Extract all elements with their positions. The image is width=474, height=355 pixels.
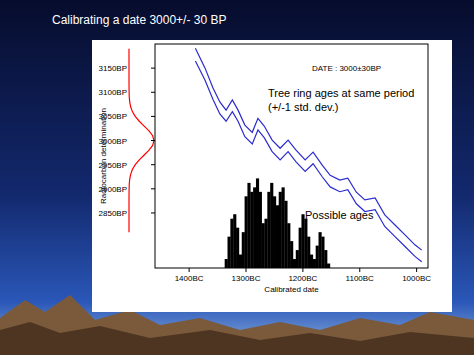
y-tick [151,188,155,189]
probability-bar [253,187,256,268]
probability-bar [262,223,265,268]
x-tick [359,268,360,272]
x-tick-label: 1000BC [402,274,431,283]
probability-bar [245,196,248,268]
probability-bar [259,192,262,268]
x-tick-label: 1300BC [232,274,261,283]
y-tick-label: 3100BP [99,88,127,97]
x-tick-label: 1100BC [346,274,375,283]
y-tick [151,92,155,93]
probability-bar [279,192,282,268]
probability-bar [264,219,267,268]
probability-bar [228,237,231,268]
slide: Calibrating a date 3000+/- 30 BP 3150BP 31… [0,0,474,355]
chart-panel [92,40,452,312]
probability-bar [247,183,250,268]
probability-bar [307,237,310,268]
probability-bar [276,205,279,268]
y-axis-label: Radiocarbon determination [99,108,108,204]
x-tick [302,268,303,272]
plot-frame [155,44,428,268]
probability-bar [324,250,327,268]
probability-bar [250,192,253,268]
measurement-distribution [129,49,154,232]
probability-bar [296,250,299,268]
y-tick-label: 3150BP [99,64,127,73]
x-tick [416,268,417,272]
probability-bar [321,237,324,268]
probability-bar [284,201,287,268]
probability-bar [233,214,236,268]
probability-bar [267,192,270,268]
y-tick-label: 2850BP [99,209,127,218]
x-tick-label: 1200BC [288,274,317,283]
mountains-front [0,322,474,355]
title: Calibrating a date 3000+/- 30 BP [52,13,226,27]
annotation: Possible ages [305,209,374,221]
probability-bar [256,178,259,268]
background [0,0,474,355]
probability-bar [282,187,285,268]
annotation: Tree ring ages at same period [268,87,414,99]
probability-bar [225,259,228,268]
x-tick [189,268,190,272]
probability-bar [293,259,296,268]
probability-bar [242,232,245,268]
probability-bar [304,219,307,268]
calibration-curve [195,61,421,262]
y-tick [151,116,155,117]
probability-bar [273,196,276,268]
probability-bar [290,241,293,268]
calibration-curve [195,48,421,250]
annotation: DATE : 3000±30BP [312,64,381,73]
x-tick-label: 1400BC [175,274,204,283]
y-tick [151,212,155,213]
x-axis-label: Calibrated date [264,285,319,294]
y-tick [151,68,155,69]
probability-bar [230,219,233,268]
y-tick [151,140,155,141]
probability-bar [319,232,322,268]
probability-bar [327,264,330,268]
probability-bar [236,228,239,268]
x-tick [246,268,247,272]
probability-bar [310,255,313,268]
annotation: (+/-1 std. dev.) [268,101,338,113]
probability-bar [270,183,273,268]
probability-bar [239,255,242,268]
probability-bar [299,228,302,268]
plot-area [195,48,421,268]
probability-bar [287,223,290,268]
probability-bar [313,259,316,268]
probability-bar [301,214,304,268]
y-tick [151,164,155,165]
probability-bar [316,246,319,268]
